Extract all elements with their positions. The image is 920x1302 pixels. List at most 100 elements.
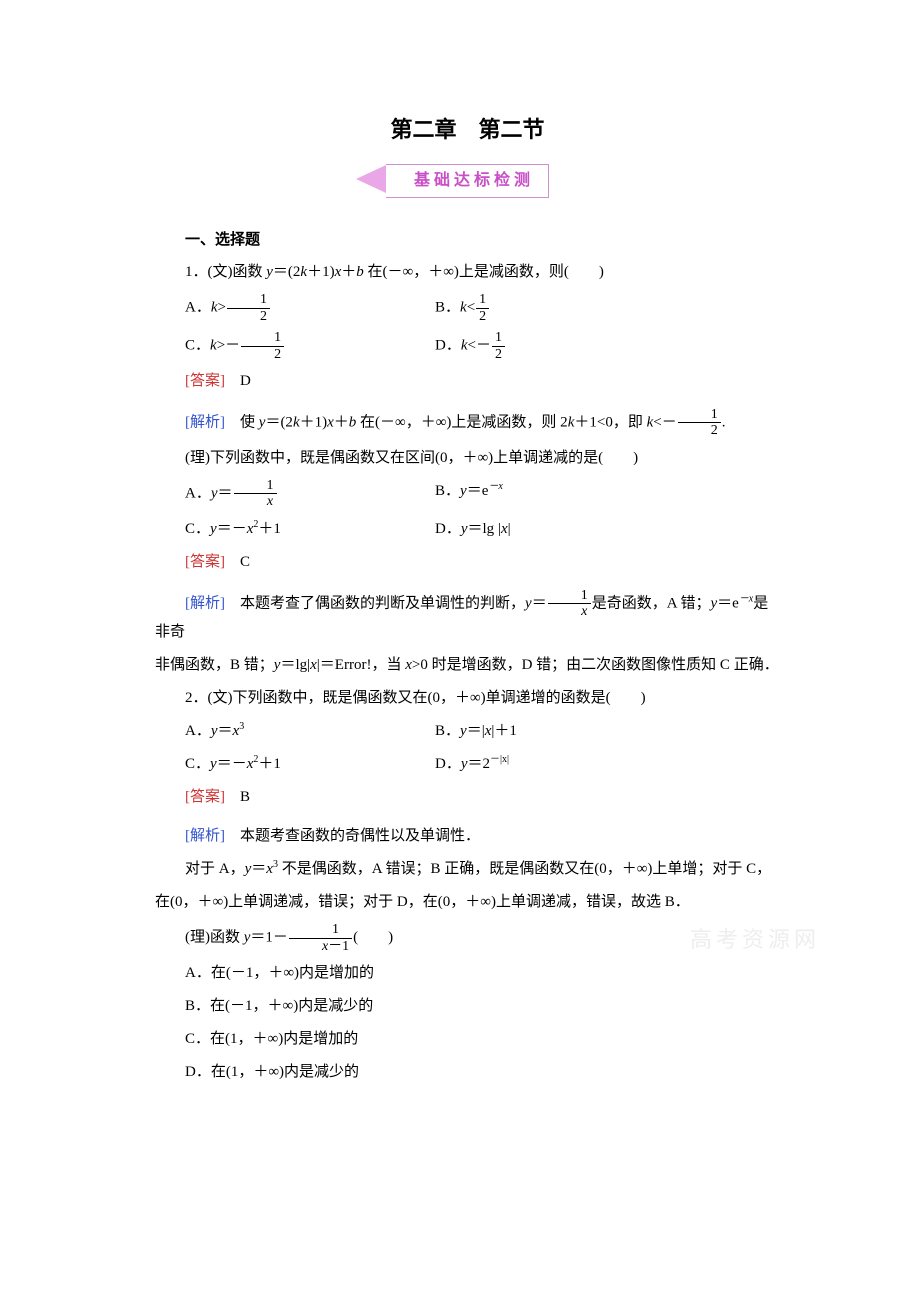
q1-wen-row-ab: A．k>12 B．k<12 (155, 292, 780, 324)
q2-li-optB: B．在(－1，＋∞)内是减少的 (155, 993, 780, 1020)
expl-p1a: 对于 A， (185, 861, 245, 877)
q1-li-expl-line2: 非偶函数，B 错；y＝lg|x|＝Error!，当 x>0 时是增函数，D 错；… (155, 652, 780, 679)
expl-sup: －x (739, 593, 753, 604)
q1-wen-suffix: 在(－∞，＋∞)上是减函数，则( ) (364, 264, 604, 280)
chapter-title: 第二章 第二节 (155, 110, 780, 150)
q1-li-optB: B．y＝e－x (435, 478, 780, 510)
expl-t6: ＋1<0，即 (574, 414, 646, 430)
q1-wen-b: b (356, 264, 364, 280)
q1-wen-optD: D．k<－12 (435, 330, 780, 362)
stem-frac: 1x－1 (289, 922, 352, 954)
q2-li-stem: (理)函数 y＝1－1x－1( ) (155, 922, 780, 954)
optC-k: k (210, 338, 217, 354)
banner-container: 基础达标检测 (155, 164, 780, 199)
q1-wen-optB: B．k<12 (435, 292, 780, 324)
section-heading: 一、选择题 (155, 226, 780, 253)
optB-k: k (460, 300, 467, 316)
optA-eq: ＝ (218, 723, 233, 739)
optC-den: 2 (241, 347, 284, 362)
expl-x3: x (310, 657, 317, 673)
expl-num: 1 (548, 588, 591, 604)
optD-y: y (461, 521, 468, 537)
q2-li-optC: C．在(1，＋∞)内是增加的 (155, 1026, 780, 1053)
optB-rel: < (467, 300, 475, 316)
expl-y1: y (525, 595, 532, 611)
q1-wen-prefix: 1．(文)函数 (185, 264, 266, 280)
optD-prefix: D． (435, 756, 461, 772)
optD-eq: ＝2 (468, 756, 491, 772)
q1-wen-optA: A．k>12 (155, 292, 435, 324)
q1-wen-explanation: [解析] 使 y＝(2k＋1)x＋b 在(－∞，＋∞)上是减函数，则 2k＋1<… (155, 407, 780, 439)
optA-den: x (234, 494, 277, 509)
expl-den: 2 (678, 423, 721, 438)
q1-li-row-cd: C．y＝－x2＋1 D．y＝lg |x| (155, 516, 780, 543)
optD-tail: | (508, 521, 511, 537)
optC-prefix: C． (185, 521, 210, 537)
optC-tail: ＋1 (258, 756, 281, 772)
optB-prefix: B． (435, 723, 460, 739)
q2-wen-expl-p2: 在(0，＋∞)上单调递减，错误；对于 D，在(0，＋∞)上单调递减，错误，故选 … (155, 889, 780, 916)
q2-wen-optB: B．y＝|x|＋1 (435, 718, 780, 745)
expl-x: x (327, 414, 334, 430)
optB-frac: 12 (476, 292, 489, 324)
q2-wen-expl-intro: [解析] 本题考查函数的奇偶性以及单调性． (155, 823, 780, 850)
expl-k: k (293, 414, 300, 430)
expl-t5: 在(－∞，＋∞)上是减函数，则 2 (356, 414, 567, 430)
expl-3: 是奇函数，A 错； (592, 595, 711, 611)
expl-t1: 使 (225, 414, 259, 430)
expl-1: 本题考查了偶函数的判断及单调性的判断， (225, 595, 525, 611)
expl-error: Error! (335, 657, 372, 673)
q2-li-optD: D．在(1，＋∞)内是减少的 (155, 1059, 780, 1086)
q2-li-optA: A．在(－1，＋∞)内是增加的 (155, 960, 780, 987)
optA-frac: 1x (234, 478, 277, 510)
q1-wen-eq: ＝(2 (273, 264, 301, 280)
optC-y: y (210, 756, 217, 772)
q1-li-optC: C．y＝－x2＋1 (155, 516, 435, 543)
expl-x4: x (405, 657, 412, 673)
optB-y: y (460, 483, 467, 499)
optA-num: 1 (227, 292, 270, 308)
stem-eq: ＝1－ (250, 930, 288, 946)
optA-prefix: A． (185, 300, 211, 316)
optA-den: 2 (227, 309, 270, 324)
optB-prefix: B． (435, 300, 460, 316)
answer-value: D (225, 373, 251, 389)
q1-wen-mid: ＋1) (307, 264, 335, 280)
optA-prefix: A． (185, 723, 211, 739)
q1-li-expl-line1: [解析] 本题考查了偶函数的判断及单调性的判断，y＝1x是奇函数，A 错；y＝e… (155, 588, 780, 647)
expl-frac: 12 (678, 407, 721, 439)
optA-rel: > (218, 300, 226, 316)
optB-den: 2 (476, 309, 489, 324)
expl-frac: 1x (548, 588, 591, 620)
optB-y: y (460, 723, 467, 739)
optC-num: 1 (241, 330, 284, 346)
optA-prefix: A． (185, 485, 211, 501)
answer-value: C (225, 554, 250, 570)
expl-label: [解析] (185, 595, 225, 611)
optD-y: y (461, 756, 468, 772)
expl-p1c: 不是偶函数，A 错误；B 正确，既是偶函数又在(0，＋∞)上单增；对于 C， (278, 861, 771, 877)
expl-l2-4: ，当 (371, 657, 405, 673)
optD-prefix: D． (435, 521, 461, 537)
stem-suffix: ( ) (353, 930, 393, 946)
stem-prefix: (理)函数 (185, 930, 244, 946)
optC-y: y (210, 521, 217, 537)
q2-wen-row-ab: A．y＝x3 B．y＝|x|＋1 (155, 718, 780, 745)
banner-label: 基础达标检测 (386, 164, 549, 199)
expl-label: [解析] (185, 828, 225, 844)
optD-rel: <－ (468, 338, 491, 354)
expl-p1b: ＝ (251, 861, 266, 877)
q1-wen-stem: 1．(文)函数 y＝(2k＋1)x＋b 在(－∞，＋∞)上是减函数，则( ) (155, 259, 780, 286)
q1-wen-plus: ＋ (341, 264, 356, 280)
q2-wen-row-cd: C．y＝－x2＋1 D．y＝2－|x| (155, 751, 780, 778)
optC-eq: ＝－ (217, 756, 247, 772)
optA-frac: 12 (227, 292, 270, 324)
q1-wen-answer: [答案] D (155, 368, 780, 395)
expl-x1: x (266, 861, 273, 877)
stem-num: 1 (289, 922, 352, 938)
optD-sup: －|x| (490, 754, 509, 765)
expl-l2-3: |＝ (317, 657, 335, 673)
expl-2: ＝ (532, 595, 547, 611)
optC-tail: ＋1 (258, 521, 281, 537)
optD-num: 1 (492, 330, 505, 346)
